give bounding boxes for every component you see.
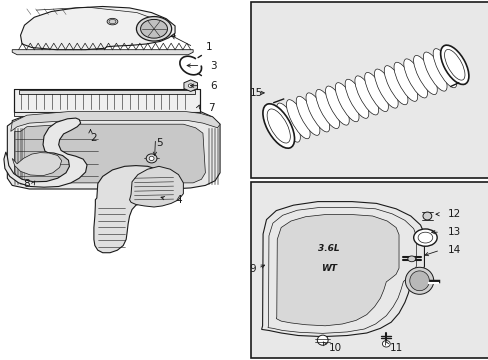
- Ellipse shape: [382, 341, 389, 347]
- Ellipse shape: [296, 96, 319, 135]
- Ellipse shape: [423, 52, 446, 91]
- Ellipse shape: [317, 335, 327, 345]
- Bar: [250, 182, 488, 358]
- Ellipse shape: [266, 107, 290, 145]
- Polygon shape: [19, 90, 194, 94]
- Text: 1: 1: [205, 42, 212, 52]
- Ellipse shape: [393, 62, 417, 101]
- Polygon shape: [94, 166, 171, 253]
- Ellipse shape: [305, 93, 329, 132]
- Ellipse shape: [136, 17, 171, 41]
- Text: 5: 5: [156, 138, 163, 148]
- Polygon shape: [14, 89, 199, 112]
- Ellipse shape: [409, 271, 428, 291]
- Ellipse shape: [440, 45, 468, 85]
- Ellipse shape: [107, 18, 118, 25]
- Ellipse shape: [286, 100, 309, 139]
- Text: 7: 7: [207, 103, 214, 113]
- Ellipse shape: [413, 55, 436, 95]
- Polygon shape: [12, 153, 61, 176]
- Ellipse shape: [335, 83, 358, 122]
- Polygon shape: [12, 50, 193, 55]
- Ellipse shape: [141, 19, 167, 38]
- Polygon shape: [11, 112, 220, 131]
- Polygon shape: [15, 124, 205, 183]
- Text: 15: 15: [249, 88, 262, 98]
- Ellipse shape: [384, 66, 407, 105]
- Text: WT: WT: [320, 264, 336, 273]
- Ellipse shape: [315, 90, 339, 129]
- Ellipse shape: [325, 86, 348, 125]
- Text: 8: 8: [23, 179, 30, 189]
- Ellipse shape: [364, 72, 387, 112]
- Polygon shape: [20, 6, 175, 50]
- Ellipse shape: [354, 76, 378, 115]
- Ellipse shape: [149, 156, 154, 161]
- Text: 14: 14: [447, 245, 460, 255]
- Polygon shape: [276, 215, 398, 326]
- Ellipse shape: [432, 49, 456, 88]
- Polygon shape: [261, 202, 424, 337]
- Ellipse shape: [276, 103, 300, 142]
- Polygon shape: [4, 118, 87, 187]
- Text: 6: 6: [210, 81, 217, 91]
- Ellipse shape: [374, 69, 397, 108]
- Text: 11: 11: [389, 343, 403, 354]
- Text: 3.6L: 3.6L: [317, 244, 339, 253]
- Ellipse shape: [403, 59, 427, 98]
- Ellipse shape: [263, 104, 294, 148]
- Text: 2: 2: [90, 133, 97, 143]
- Text: 12: 12: [447, 209, 460, 219]
- Ellipse shape: [422, 212, 431, 220]
- Bar: [250, 2, 488, 178]
- Text: 10: 10: [328, 343, 341, 354]
- Polygon shape: [14, 112, 199, 116]
- Text: 3: 3: [210, 60, 217, 71]
- Text: 9: 9: [249, 264, 256, 274]
- Ellipse shape: [405, 267, 433, 294]
- Ellipse shape: [345, 79, 368, 118]
- Text: 13: 13: [447, 227, 460, 237]
- Polygon shape: [183, 80, 197, 91]
- Ellipse shape: [442, 45, 466, 84]
- Text: 4: 4: [175, 195, 182, 205]
- Polygon shape: [7, 110, 220, 189]
- Ellipse shape: [413, 229, 436, 246]
- Ellipse shape: [188, 84, 193, 87]
- Ellipse shape: [146, 154, 157, 163]
- Ellipse shape: [407, 256, 415, 262]
- Polygon shape: [129, 166, 183, 207]
